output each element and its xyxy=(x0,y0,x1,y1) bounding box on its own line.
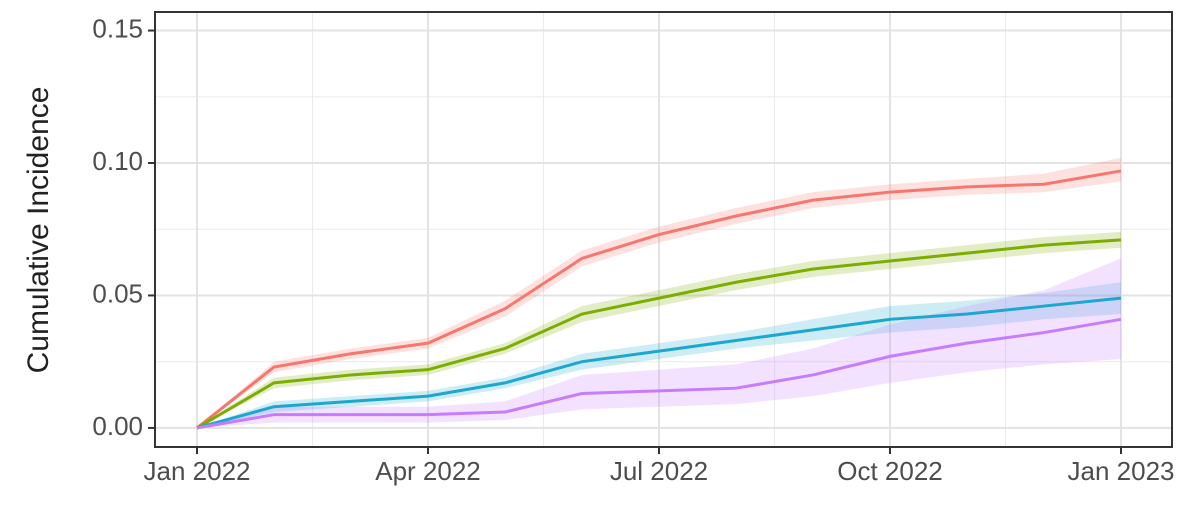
y-tick-label: 0.15 xyxy=(92,13,143,43)
x-tick-label: Jan 2023 xyxy=(1068,456,1175,486)
x-tick-label: Oct 2022 xyxy=(837,456,943,486)
y-tick-label: 0.05 xyxy=(92,278,143,308)
x-tick-label: Apr 2022 xyxy=(375,456,481,486)
line xyxy=(196,169,1122,430)
x-tick-label: Jul 2022 xyxy=(610,456,708,486)
line xyxy=(196,317,1122,430)
confidence-band xyxy=(197,258,1121,428)
line xyxy=(196,238,1122,430)
y-tick-label: 0.00 xyxy=(92,411,143,441)
x-tick-label: Jan 2022 xyxy=(144,456,251,486)
confidence-band xyxy=(197,231,1121,428)
y-axis-title: Cumulative Incidence xyxy=(22,87,55,374)
y-tick-label: 0.10 xyxy=(92,146,143,176)
line xyxy=(196,296,1122,430)
panel-border xyxy=(154,11,1173,448)
